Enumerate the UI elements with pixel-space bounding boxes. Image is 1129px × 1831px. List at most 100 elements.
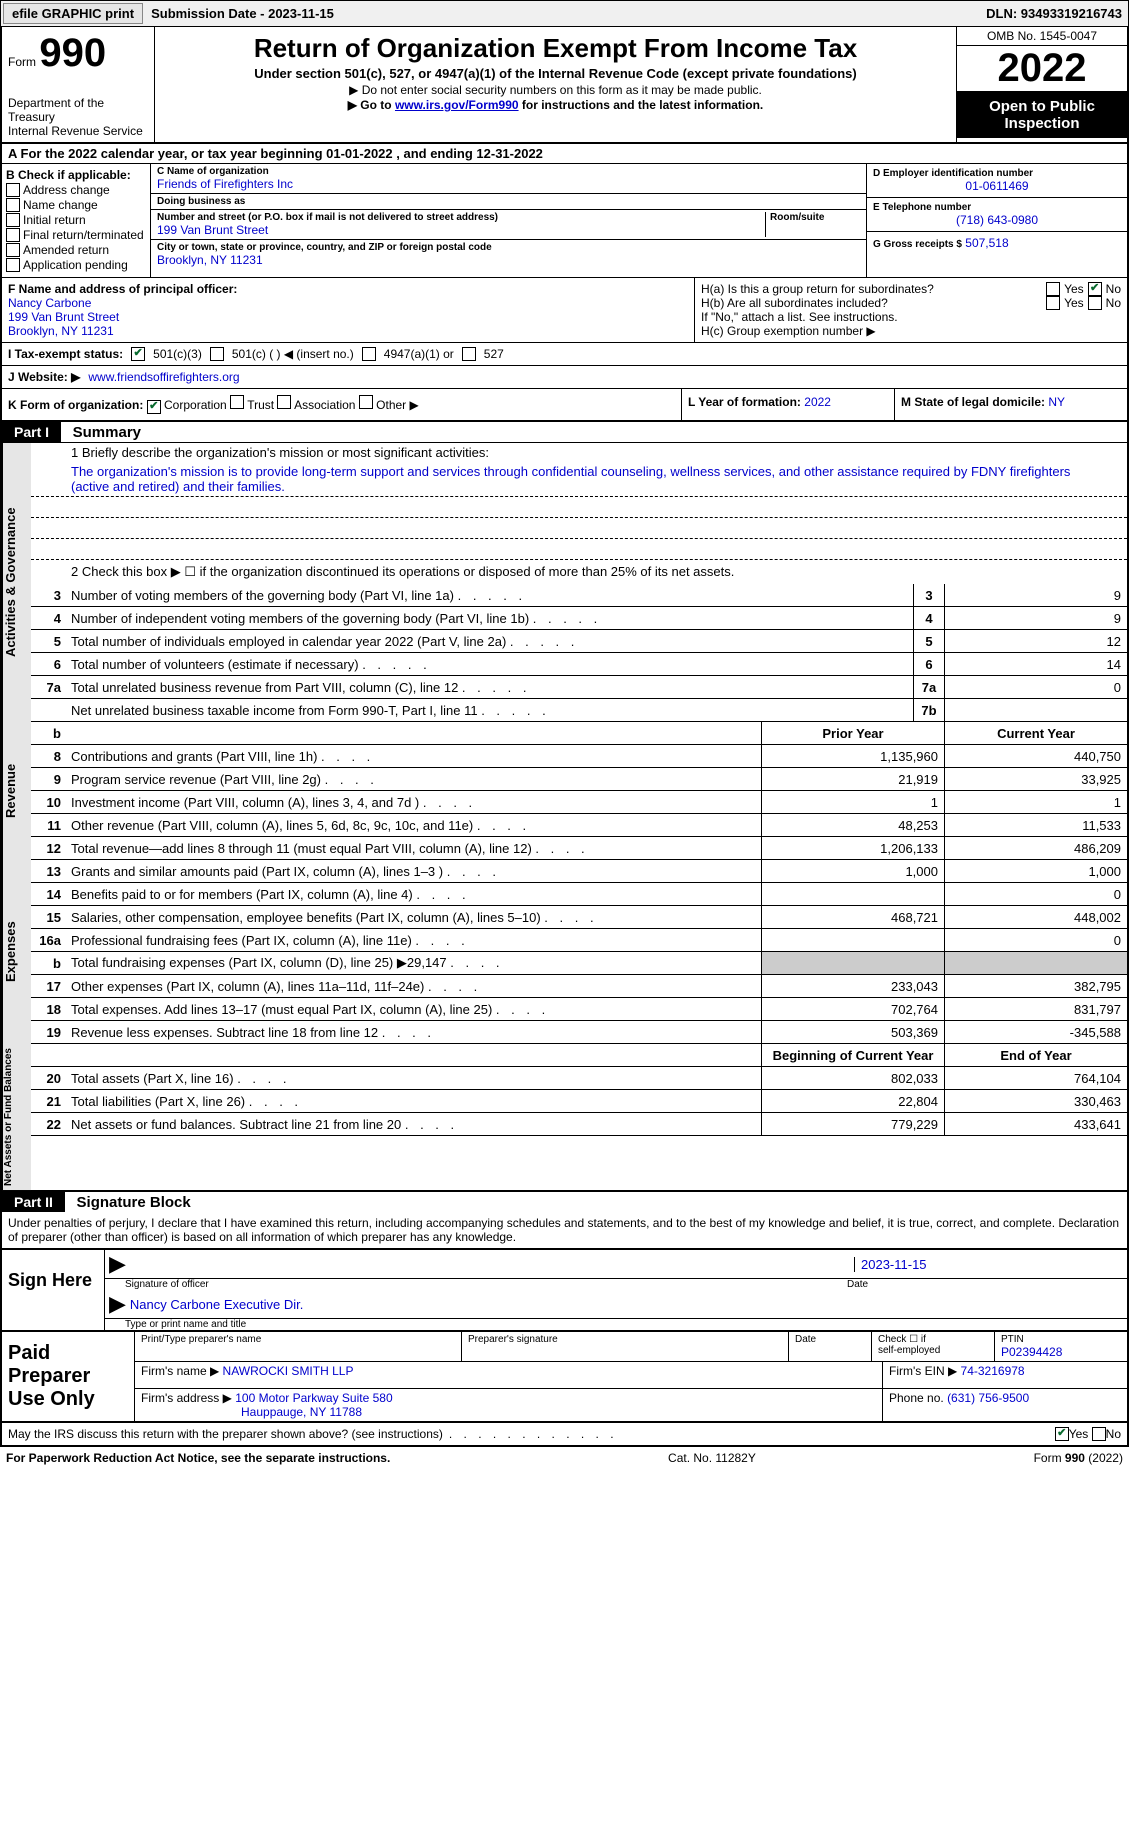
line-val: 0 xyxy=(944,676,1127,698)
line-num: 22 xyxy=(31,1117,67,1132)
mission-text: The organization's mission is to provide… xyxy=(31,462,1127,497)
j-label: J Website: ▶ xyxy=(8,370,80,384)
side-expenses: Expenses xyxy=(2,860,31,1044)
firm-addr-label: Firm's address ▶ xyxy=(141,1391,232,1405)
prep-selfemp-1: Check ☐ if xyxy=(878,1334,988,1345)
data-row: 19 Revenue less expenses. Subtract line … xyxy=(31,1021,1127,1044)
chk-501c[interactable] xyxy=(210,347,224,361)
efile-button[interactable]: efile GRAPHIC print xyxy=(3,3,143,24)
line-val xyxy=(944,699,1127,721)
begin-year-head: Beginning of Current Year xyxy=(761,1044,944,1066)
line-val: 9 xyxy=(944,607,1127,629)
chk-501c3[interactable] xyxy=(131,347,145,361)
city-value: Brooklyn, NY 11231 xyxy=(157,253,860,267)
discuss-row: May the IRS discuss this return with the… xyxy=(0,1423,1129,1447)
tax-year: 2022 xyxy=(957,46,1127,92)
current-year-val: 11,533 xyxy=(944,814,1127,836)
chk-address-change[interactable] xyxy=(6,183,20,197)
firm-name-label: Firm's name ▶ xyxy=(141,1364,219,1378)
irs-link[interactable]: www.irs.gov/Form990 xyxy=(395,98,519,112)
current-year-val: 448,002 xyxy=(944,906,1127,928)
current-year-val: 1 xyxy=(944,791,1127,813)
prior-year-val: 22,804 xyxy=(761,1090,944,1112)
line-desc: Professional fundraising fees (Part IX, … xyxy=(67,931,761,950)
arrow-icon: ▶ xyxy=(105,1251,130,1277)
chk-527[interactable] xyxy=(462,347,476,361)
row-i-tax-status: I Tax-exempt status: 501(c)(3) 501(c) ( … xyxy=(0,343,1129,366)
gov-row: 7a Total unrelated business revenue from… xyxy=(31,676,1127,699)
chk-other[interactable] xyxy=(359,395,373,409)
current-year-val xyxy=(944,952,1127,974)
data-row: 8 Contributions and grants (Part VIII, l… xyxy=(31,745,1127,768)
ha-no[interactable] xyxy=(1088,282,1102,296)
discuss-no[interactable] xyxy=(1092,1427,1106,1441)
chk-final-return[interactable] xyxy=(6,228,20,242)
form-subtitle: Under section 501(c), 527, or 4947(a)(1)… xyxy=(159,66,952,81)
line-box: 3 xyxy=(913,584,944,606)
data-row: 14 Benefits paid to or for members (Part… xyxy=(31,883,1127,906)
addr-label: Number and street (or P.O. box if mail i… xyxy=(157,212,765,223)
gov-row: 4 Number of independent voting members o… xyxy=(31,607,1127,630)
hb-no[interactable] xyxy=(1088,296,1102,310)
chk-application-pending[interactable] xyxy=(6,258,20,272)
col-b-checkboxes: B Check if applicable: Address change Na… xyxy=(2,164,151,277)
firm-name-value: NAWROCKI SMITH LLP xyxy=(223,1364,354,1378)
form-header: Form 990 Department of the Treasury Inte… xyxy=(0,27,1129,144)
line-num: 3 xyxy=(31,588,67,603)
city-label: City or town, state or province, country… xyxy=(157,242,860,253)
chk-amended-return[interactable] xyxy=(6,243,20,257)
form-link-row: ▶ Go to www.irs.gov/Form990 for instruct… xyxy=(159,98,952,112)
mission-blank-2 xyxy=(31,518,1127,539)
row-a-calendar-year: A For the 2022 calendar year, or tax yea… xyxy=(0,144,1129,164)
rev-head-b: b xyxy=(31,726,67,741)
line-num: 19 xyxy=(31,1025,67,1040)
prior-year-val: 802,033 xyxy=(761,1067,944,1089)
footer-left: For Paperwork Reduction Act Notice, see … xyxy=(6,1451,390,1465)
chk-name-change[interactable] xyxy=(6,198,20,212)
gov-row: Net unrelated business taxable income fr… xyxy=(31,699,1127,722)
discuss-yes[interactable] xyxy=(1055,1427,1069,1441)
header-right: OMB No. 1545-0047 2022 Open to Public In… xyxy=(956,27,1127,142)
line-desc: Revenue less expenses. Subtract line 18 … xyxy=(67,1023,761,1042)
line-desc: Total fundraising expenses (Part IX, col… xyxy=(67,953,761,973)
line-desc: Total expenses. Add lines 13–17 (must eq… xyxy=(67,1000,761,1019)
row-j-website: J Website: ▶ www.friendsoffirefighters.o… xyxy=(0,366,1129,389)
col-f-officer: F Name and address of principal officer:… xyxy=(2,278,695,342)
line-desc: Number of voting members of the governin… xyxy=(67,586,913,605)
chk-corporation[interactable] xyxy=(147,400,161,414)
officer-addr2: Brooklyn, NY 11231 xyxy=(8,324,688,338)
line-desc: Contributions and grants (Part VIII, lin… xyxy=(67,747,761,766)
line-num: 21 xyxy=(31,1094,67,1109)
paid-preparer-label: Paid Preparer Use Only xyxy=(2,1332,134,1421)
current-year-val: 433,641 xyxy=(944,1113,1127,1135)
end-year-head: End of Year xyxy=(944,1044,1127,1066)
current-year-val: 33,925 xyxy=(944,768,1127,790)
arrow-icon-2: ▶ xyxy=(105,1291,130,1317)
prior-year-val xyxy=(761,883,944,905)
officer-print-name: Nancy Carbone Executive Dir. xyxy=(130,1297,303,1312)
section-expenses: Expenses 13 Grants and similar amounts p… xyxy=(0,860,1129,1044)
gross-value: 507,518 xyxy=(965,236,1008,250)
side-netassets: Net Assets or Fund Balances xyxy=(2,1044,31,1190)
m-label: M State of legal domicile: xyxy=(901,395,1045,409)
chk-4947[interactable] xyxy=(362,347,376,361)
chk-trust[interactable] xyxy=(230,395,244,409)
line-num: 18 xyxy=(31,1002,67,1017)
mission-blank-3 xyxy=(31,539,1127,560)
line-desc: Program service revenue (Part VIII, line… xyxy=(67,770,761,789)
header-center: Return of Organization Exempt From Incom… xyxy=(155,27,956,142)
hb-yes[interactable] xyxy=(1046,296,1060,310)
firm-addr2: Hauppauge, NY 11788 xyxy=(141,1405,876,1419)
line-desc: Grants and similar amounts paid (Part IX… xyxy=(67,862,761,881)
chk-initial-return[interactable] xyxy=(6,213,20,227)
tel-value: (718) 643-0980 xyxy=(873,213,1121,227)
firm-phone-value: (631) 756-9500 xyxy=(947,1391,1029,1405)
chk-association[interactable] xyxy=(277,395,291,409)
ptin-value: P02394428 xyxy=(1001,1345,1121,1359)
prior-year-val: 48,253 xyxy=(761,814,944,836)
part-ii-title: Signature Block xyxy=(69,1194,191,1211)
part-i-head: Part I Summary xyxy=(0,422,1129,443)
ha-yes[interactable] xyxy=(1046,282,1060,296)
gov-row: 6 Total number of volunteers (estimate i… xyxy=(31,653,1127,676)
prep-selfemp-2: self-employed xyxy=(878,1345,988,1356)
